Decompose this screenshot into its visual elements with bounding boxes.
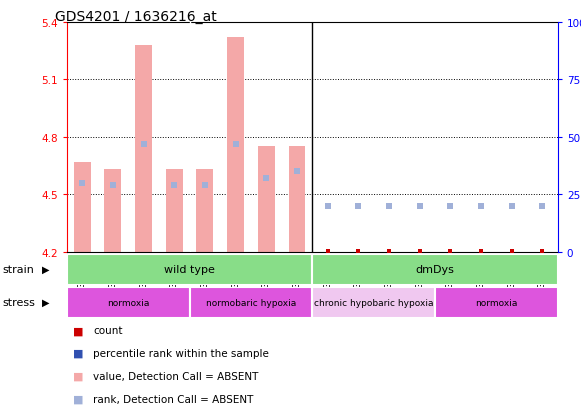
Bar bbox=[313, 254, 558, 285]
Bar bbox=[196, 170, 213, 252]
Text: ■: ■ bbox=[73, 371, 83, 381]
Text: chronic hypobaric hypoxia: chronic hypobaric hypoxia bbox=[314, 298, 433, 307]
Text: stress: stress bbox=[3, 297, 36, 308]
Bar bbox=[74, 162, 91, 252]
Text: wild type: wild type bbox=[164, 264, 215, 275]
Bar bbox=[435, 287, 558, 318]
Bar bbox=[67, 287, 189, 318]
Text: ■: ■ bbox=[73, 325, 83, 335]
Bar bbox=[258, 147, 275, 252]
Text: normobaric hypoxia: normobaric hypoxia bbox=[206, 298, 296, 307]
Text: strain: strain bbox=[3, 264, 35, 275]
Text: count: count bbox=[93, 325, 123, 335]
Bar bbox=[135, 46, 152, 252]
Bar bbox=[105, 170, 121, 252]
Text: normoxia: normoxia bbox=[107, 298, 149, 307]
Text: rank, Detection Call = ABSENT: rank, Detection Call = ABSENT bbox=[93, 394, 253, 404]
Text: dmDys: dmDys bbox=[415, 264, 454, 275]
Bar bbox=[67, 254, 313, 285]
Bar bbox=[189, 287, 313, 318]
Bar bbox=[313, 287, 435, 318]
Text: ■: ■ bbox=[73, 394, 83, 404]
Text: value, Detection Call = ABSENT: value, Detection Call = ABSENT bbox=[93, 371, 259, 381]
Bar bbox=[289, 147, 306, 252]
Text: ■: ■ bbox=[73, 348, 83, 358]
Text: percentile rank within the sample: percentile rank within the sample bbox=[93, 348, 269, 358]
Text: normoxia: normoxia bbox=[475, 298, 518, 307]
Text: ▶: ▶ bbox=[42, 264, 49, 275]
Bar bbox=[227, 38, 244, 252]
Text: ▶: ▶ bbox=[42, 297, 49, 308]
Bar bbox=[166, 170, 182, 252]
Text: GDS4201 / 1636216_at: GDS4201 / 1636216_at bbox=[55, 10, 217, 24]
